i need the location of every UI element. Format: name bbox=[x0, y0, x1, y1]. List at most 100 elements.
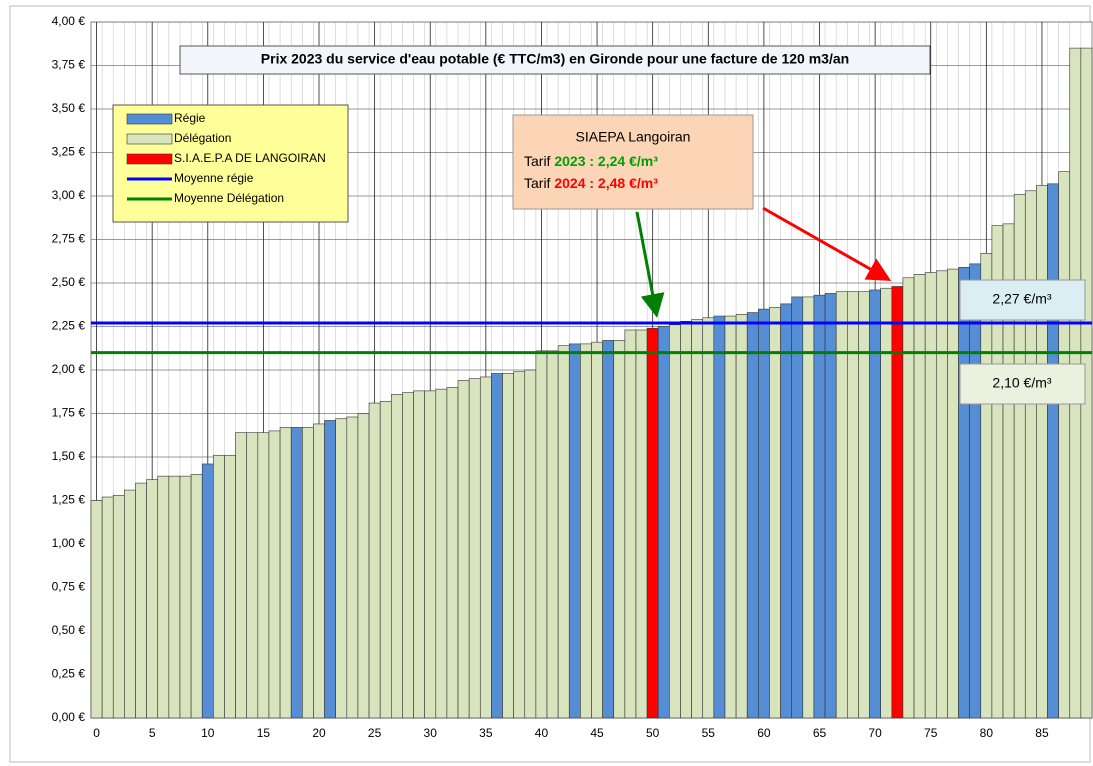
bar bbox=[580, 343, 592, 719]
y-tick-label: 2,75 € bbox=[52, 232, 86, 246]
y-tick-label: 0,00 € bbox=[52, 710, 86, 724]
y-tick-label: 3,75 € bbox=[52, 58, 86, 72]
bar bbox=[246, 432, 259, 719]
bar bbox=[368, 402, 381, 719]
bar bbox=[924, 272, 937, 719]
annotation-box bbox=[512, 114, 754, 210]
bar bbox=[513, 371, 526, 719]
y-tick-label: 1,00 € bbox=[52, 536, 86, 550]
bar bbox=[791, 296, 804, 719]
bar bbox=[657, 326, 670, 719]
bar bbox=[624, 329, 637, 719]
bar bbox=[402, 392, 414, 719]
bar bbox=[591, 341, 603, 719]
x-tick-label: 70 bbox=[868, 726, 882, 740]
title-box bbox=[179, 45, 931, 75]
bar bbox=[112, 494, 125, 719]
legend-label: Régie bbox=[174, 111, 206, 125]
bar bbox=[713, 315, 726, 719]
bar bbox=[101, 496, 114, 719]
bar bbox=[847, 291, 859, 719]
x-tick-label: 55 bbox=[702, 726, 716, 740]
annotation-prefix: Tarif bbox=[524, 153, 554, 169]
bar bbox=[724, 315, 737, 719]
bar bbox=[1047, 183, 1059, 719]
x-tick-label: 75 bbox=[924, 726, 938, 740]
bar bbox=[602, 340, 615, 719]
bar bbox=[90, 500, 103, 719]
bar bbox=[357, 413, 370, 719]
annotation-value: 2023 : 2,24 €/m³ bbox=[554, 153, 658, 169]
bar bbox=[869, 289, 881, 719]
y-tick-label: 0,50 € bbox=[52, 623, 86, 637]
x-tick-label: 85 bbox=[1035, 726, 1049, 740]
bar bbox=[346, 416, 359, 719]
bar bbox=[702, 317, 715, 719]
bar bbox=[947, 268, 959, 719]
bar bbox=[413, 390, 425, 719]
annotation-line: Tarif 2024 : 2,48 €/m³ bbox=[524, 175, 658, 191]
bar bbox=[257, 432, 270, 719]
bar bbox=[780, 303, 792, 719]
mean-label: 2,10 €/m³ bbox=[992, 375, 1051, 391]
annotation-value: 2024 : 2,48 €/m³ bbox=[554, 175, 658, 191]
bar bbox=[691, 319, 704, 719]
annotation-line: Tarif 2023 : 2,24 €/m³ bbox=[524, 153, 658, 169]
y-tick-label: 1,75 € bbox=[52, 406, 86, 420]
bar bbox=[157, 475, 170, 719]
bar bbox=[213, 454, 225, 719]
bar bbox=[557, 345, 570, 719]
bar bbox=[802, 296, 815, 719]
bar bbox=[324, 420, 336, 719]
bar bbox=[446, 387, 459, 719]
bar bbox=[457, 380, 470, 719]
bar bbox=[758, 308, 770, 719]
x-tick-label: 65 bbox=[813, 726, 827, 740]
bar bbox=[502, 373, 514, 719]
bar bbox=[969, 263, 982, 719]
bar bbox=[1058, 171, 1071, 719]
bar bbox=[835, 291, 848, 719]
legend-swatch bbox=[126, 153, 173, 165]
bar bbox=[902, 277, 915, 719]
x-tick-label: 25 bbox=[368, 726, 382, 740]
bar bbox=[646, 327, 659, 719]
annotation-title: SIAEPA Langoiran bbox=[576, 129, 691, 145]
arrow bbox=[635, 211, 665, 318]
x-tick-label: 0 bbox=[93, 726, 100, 740]
legend-label: S.I.A.E.P.A DE LANGOIRAN bbox=[174, 151, 326, 165]
bar bbox=[390, 394, 403, 719]
bar bbox=[468, 378, 481, 719]
bar bbox=[302, 427, 314, 719]
bar bbox=[769, 307, 781, 719]
bar bbox=[1036, 185, 1048, 719]
bar bbox=[479, 376, 492, 719]
bar bbox=[913, 273, 926, 719]
arrow bbox=[762, 206, 892, 281]
legend-label: Moyenne régie bbox=[174, 171, 254, 185]
legend-label: Moyenne Délégation bbox=[174, 191, 284, 205]
x-tick-label: 40 bbox=[535, 726, 549, 740]
bar bbox=[146, 479, 159, 719]
overlay: 2,27 €/m³ 2,10 €/m³ Prix 2023 du service d… bbox=[91, 45, 1092, 405]
bar bbox=[435, 388, 448, 719]
bar bbox=[313, 423, 325, 719]
bar bbox=[813, 294, 826, 719]
y-tick-label: 0,75 € bbox=[52, 580, 86, 594]
x-tick-label: 15 bbox=[257, 726, 271, 740]
bar bbox=[201, 463, 214, 719]
legend-swatch bbox=[126, 113, 173, 125]
bar bbox=[735, 314, 748, 719]
mean-label-box bbox=[959, 279, 1086, 321]
bar bbox=[680, 320, 692, 719]
bar bbox=[546, 350, 559, 719]
bar bbox=[135, 482, 147, 719]
bar bbox=[290, 427, 303, 719]
bar bbox=[635, 329, 648, 719]
x-tick-label: 10 bbox=[201, 726, 215, 740]
bar bbox=[613, 340, 626, 719]
bar bbox=[224, 454, 236, 719]
bar bbox=[491, 373, 503, 719]
mean-label: 2,27 €/m³ bbox=[992, 291, 1051, 307]
